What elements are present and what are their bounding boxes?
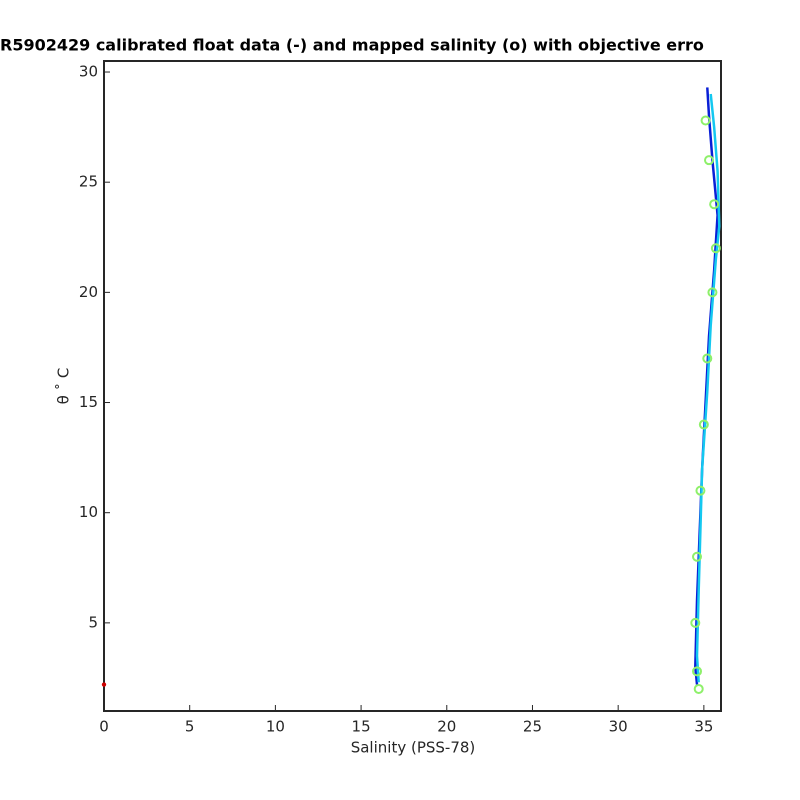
y-tick-label: 25 [79, 173, 98, 191]
x-tick-label: 15 [352, 718, 371, 736]
mapped-point [710, 243, 721, 254]
mapped-point [692, 551, 703, 562]
x-tick-label: 25 [523, 718, 542, 736]
mapped-point [698, 419, 709, 430]
y-tick-label: 20 [79, 283, 98, 301]
y-tick-label: 30 [79, 63, 98, 81]
y-tick-label: 10 [79, 503, 98, 521]
mapped-point [704, 155, 715, 166]
axes-frame [103, 60, 722, 712]
x-tick-label: 20 [437, 718, 456, 736]
x-tick-label: 30 [609, 718, 628, 736]
y-axis-label: θ ˚ C [55, 368, 73, 405]
x-tick-label: 0 [99, 718, 109, 736]
chart-title: R5902429 calibrated float data (-) and m… [0, 36, 704, 55]
mapped-point [690, 617, 701, 628]
x-tick-label: 5 [185, 718, 195, 736]
x-axis-label: Salinity (PSS-78) [351, 739, 476, 757]
mapped-point [700, 115, 711, 126]
mapped-point [709, 199, 720, 210]
mapped-point [692, 666, 703, 677]
profile-line [695, 93, 721, 683]
mapped-point [702, 353, 713, 364]
x-tick-label: 10 [266, 718, 285, 736]
mapped-point [707, 287, 718, 298]
y-tick-label: 5 [88, 613, 98, 631]
y-tick-label: 15 [79, 393, 98, 411]
mapped-point [693, 683, 704, 694]
x-tick-label: 35 [694, 718, 713, 736]
mapped-point [101, 682, 107, 687]
mapped-point [695, 485, 706, 496]
